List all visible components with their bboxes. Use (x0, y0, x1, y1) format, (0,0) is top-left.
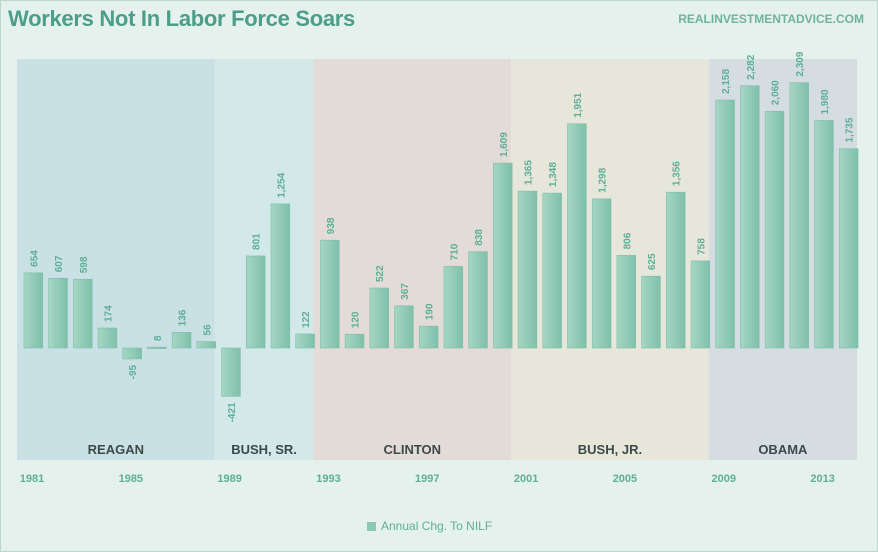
bar (493, 162, 513, 349)
data-label: 625 (647, 253, 658, 270)
x-tick-label: 1981 (20, 473, 44, 485)
data-label: 122 (301, 311, 312, 328)
data-label: 174 (103, 305, 114, 322)
bar (567, 123, 587, 349)
data-label: 8 (153, 335, 164, 341)
data-label: 2,309 (795, 51, 806, 76)
bar (591, 198, 612, 349)
data-label: 654 (29, 250, 40, 267)
legend-swatch (367, 521, 376, 531)
bar (789, 82, 809, 349)
data-label: 758 (696, 238, 707, 255)
x-tick-label: 2001 (514, 473, 538, 485)
bar (666, 191, 686, 349)
bar (764, 110, 785, 349)
x-tick-label: 2005 (613, 473, 637, 485)
data-label: 1,951 (573, 92, 584, 117)
bar (690, 260, 711, 349)
bar (196, 341, 216, 349)
bar (394, 305, 414, 349)
data-label: 1,298 (598, 167, 609, 192)
data-label: 522 (375, 265, 386, 282)
chart-title: Workers Not In Labor Force Soars (8, 6, 355, 31)
bar (838, 148, 859, 349)
bar (468, 251, 488, 349)
era-band (17, 59, 215, 460)
bar (97, 327, 118, 349)
bar (616, 255, 636, 349)
era-label: REAGAN (88, 442, 144, 457)
bar (641, 275, 661, 349)
x-tick-label: 1993 (316, 473, 340, 485)
data-label: 1,735 (845, 117, 856, 142)
x-tick-label: 2009 (712, 473, 736, 485)
bar (320, 239, 340, 349)
data-label: 607 (54, 255, 65, 272)
bar (23, 272, 44, 349)
bar (740, 85, 760, 349)
data-label: 938 (326, 217, 337, 234)
data-label: -95 (128, 364, 139, 379)
data-label: 598 (79, 256, 90, 273)
bar (48, 277, 68, 349)
bar (344, 333, 365, 349)
data-label: 806 (622, 232, 633, 249)
bar (221, 347, 241, 397)
bar (715, 99, 735, 349)
data-label: 190 (425, 303, 436, 320)
bar (122, 347, 142, 360)
data-label: 1,980 (820, 89, 831, 114)
bar (73, 278, 93, 349)
bar (369, 287, 389, 349)
x-tick-label: 1989 (217, 473, 241, 485)
data-label: 367 (400, 283, 411, 300)
bar (542, 192, 562, 349)
data-label: 1,348 (548, 162, 559, 187)
bar (517, 190, 538, 349)
data-label: 1,609 (499, 132, 510, 157)
bar (295, 333, 315, 349)
data-label: 120 (351, 311, 362, 328)
data-label: 710 (449, 243, 460, 260)
era-label: BUSH, SR. (231, 442, 297, 457)
era-label: CLINTON (384, 442, 442, 457)
data-label: 2,282 (746, 54, 757, 79)
data-label: -421 (227, 402, 238, 422)
data-label: 2,158 (721, 69, 732, 94)
data-label: 838 (474, 229, 485, 246)
bar (147, 346, 167, 349)
legend: Annual Chg. To NILF (367, 519, 492, 533)
legend-label: Annual Chg. To NILF (381, 519, 493, 533)
bar (246, 255, 266, 349)
bar (171, 332, 192, 349)
x-tick-label: 1985 (119, 473, 143, 485)
source-label: REALINVESTMENTADVICE.COM (678, 12, 864, 26)
data-label: 56 (202, 324, 213, 336)
data-label: 1,356 (672, 161, 683, 186)
bar (814, 120, 834, 349)
era-label: BUSH, JR. (578, 442, 642, 457)
data-label: 136 (178, 309, 189, 326)
data-label: 2,060 (771, 80, 782, 105)
bar (443, 266, 464, 349)
bar (270, 203, 291, 349)
x-tick-label: 1997 (415, 473, 439, 485)
data-label: 1,365 (523, 160, 534, 185)
bar (418, 325, 439, 349)
era-label: OBAMA (758, 442, 808, 457)
data-label: 801 (252, 233, 263, 250)
x-tick-label: 2013 (810, 473, 834, 485)
data-label: 1,254 (276, 172, 287, 197)
